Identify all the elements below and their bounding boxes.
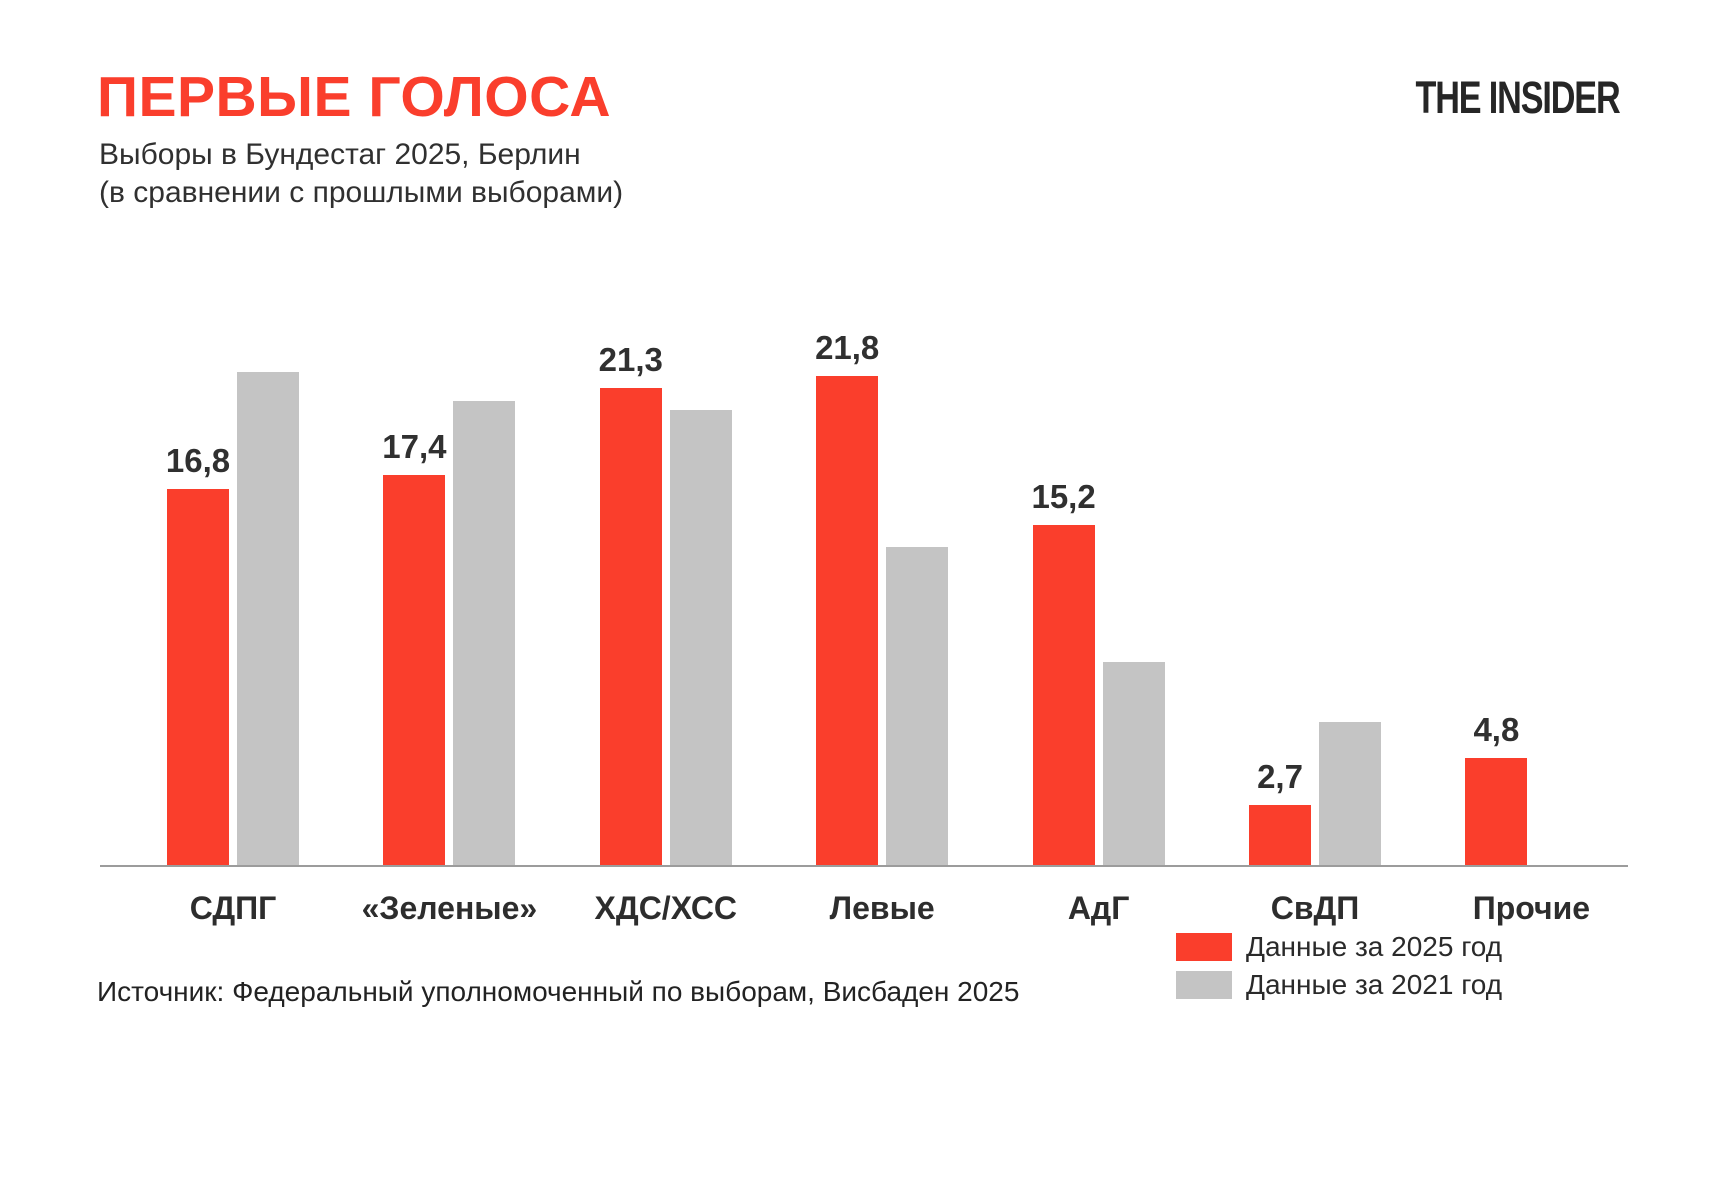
legend-label-2025: Данные за 2025 год: [1246, 930, 1503, 962]
value-label-2025-1: 16,8: [165, 442, 231, 479]
value-label-2025-2: 17,4: [382, 428, 447, 465]
bar-2025-1: [167, 489, 229, 866]
bar-2025-3: [599, 388, 662, 866]
chart-subtitle: Выборы в Бундестаг 2025, Берлин (в сравн…: [99, 136, 623, 212]
legend-label-2021: Данные за 2021 год: [1246, 968, 1503, 1000]
category-label-1: СДПГ: [189, 890, 277, 926]
bar-2021-1: [237, 372, 299, 866]
bar-2025-4: [816, 376, 879, 866]
source-note: Источник: Федеральный уполномоченный по …: [97, 976, 1020, 1007]
category-label-5: АдГ: [1067, 890, 1130, 926]
bar-2021-6: [1319, 722, 1381, 866]
x-axis-line: [100, 865, 1628, 867]
bar-2021-4: [886, 547, 949, 866]
bar-2025-2: [383, 475, 446, 866]
subtitle-line-2: (в сравнении с прошлыми выборами): [99, 176, 624, 209]
bar-2021-3: [669, 410, 732, 866]
bar-2025-7: [1465, 758, 1528, 866]
bar-2025-5: [1032, 525, 1095, 866]
bar-2021-2: [453, 401, 516, 866]
chart-legend: Данные за 2025 год Данные за 2021 год: [1176, 930, 1503, 1008]
brand-logo: THE INSIDER: [1415, 72, 1621, 123]
category-label-4: Левые: [829, 890, 935, 926]
legend-item-2025: Данные за 2025 год: [1176, 930, 1503, 962]
page-title: ПЕРВЫЕ ГОЛОСА: [97, 65, 612, 129]
category-label-7: Прочие: [1472, 890, 1591, 926]
category-label-2: «Зеленые»: [361, 890, 538, 926]
legend-item-2021: Данные за 2021 год: [1176, 968, 1503, 1000]
value-label-2025-5: 15,2: [1031, 478, 1096, 515]
legend-swatch-2025: [1176, 932, 1232, 961]
subtitle-line-1: Выборы в Бундестаг 2025, Берлин: [99, 138, 581, 171]
legend-swatch-2021: [1176, 970, 1232, 999]
value-label-2025-4: 21,8: [815, 329, 880, 366]
category-label-3: ХДС/ХСС: [594, 890, 738, 926]
category-label-6: СвДП: [1270, 890, 1360, 926]
value-label-2025-7: 4,8: [1473, 711, 1520, 748]
bar-2025-6: [1249, 805, 1311, 866]
value-label-2025-3: 21,3: [598, 341, 663, 378]
bar-2021-5: [1102, 662, 1165, 866]
value-label-2025-6: 2,7: [1257, 758, 1303, 795]
